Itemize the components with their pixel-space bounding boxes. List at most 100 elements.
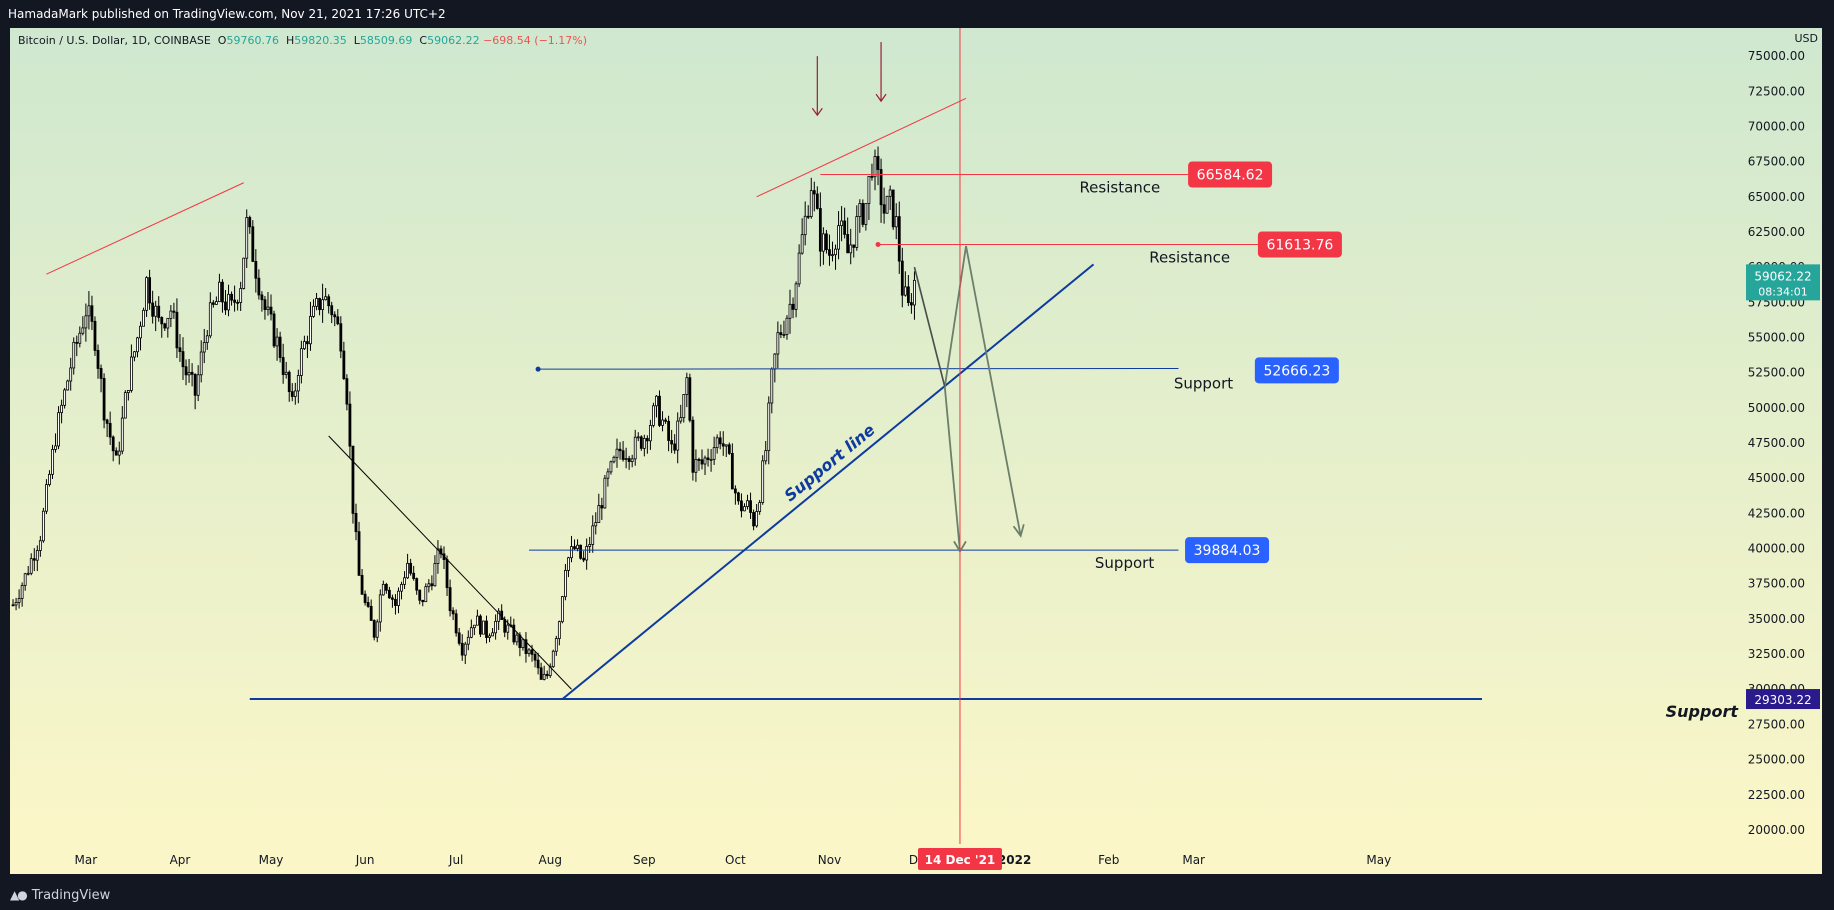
candle-body <box>597 505 601 523</box>
candle-body <box>457 632 461 644</box>
candle-body <box>840 220 844 227</box>
candle-body <box>93 320 97 351</box>
candle-body <box>230 293 233 301</box>
time-tick: Mar <box>75 853 98 867</box>
time-tick: Nov <box>818 853 841 867</box>
candle-body <box>208 302 212 337</box>
candle-body <box>758 502 762 512</box>
candle-body <box>521 639 525 649</box>
ohlc-open: O59760.76 <box>217 34 279 47</box>
candle-body <box>697 459 701 461</box>
candle-body <box>700 459 704 465</box>
candle-body <box>803 215 807 236</box>
annotation-label-2: Support <box>1174 374 1233 392</box>
candle-body <box>554 638 558 652</box>
candle-body <box>794 283 798 310</box>
candle-body <box>779 332 783 335</box>
candle-body <box>852 244 856 248</box>
candle-body <box>479 615 482 635</box>
candle-body <box>372 620 376 638</box>
projection-path-2 <box>943 386 961 552</box>
candle-body <box>691 419 695 473</box>
candle-body <box>342 350 346 380</box>
candle-body <box>560 596 564 623</box>
candle-body <box>324 296 328 301</box>
candle-body <box>825 233 828 251</box>
chart-pane[interactable]: Support line USD 75000.00 72500.00 70000.00 6… <box>10 28 1822 874</box>
candle-body <box>369 605 373 621</box>
candles <box>11 146 916 681</box>
candle-body <box>703 457 707 465</box>
time-tick: Aug <box>539 853 562 867</box>
price-tag-2 <box>1254 357 1339 384</box>
ohlc-high: H59820.35 <box>285 34 347 47</box>
candle-body <box>900 260 904 296</box>
candle-body <box>348 403 352 447</box>
candle-body <box>315 298 318 307</box>
candle-body <box>184 366 188 376</box>
candle-body <box>333 314 337 318</box>
candle-body <box>409 562 413 574</box>
candle-body <box>533 653 537 661</box>
candle-body <box>800 234 804 254</box>
horizontal-level-5 <box>538 367 1179 370</box>
candle-body <box>32 558 36 561</box>
candle-body <box>175 311 179 349</box>
candle-body <box>891 189 895 228</box>
currency-label: USD <box>1794 32 1818 45</box>
candle-body <box>236 301 240 304</box>
candle-body <box>142 309 145 327</box>
candle-body <box>897 216 901 262</box>
candle-body <box>606 471 610 479</box>
candle-body <box>214 301 218 305</box>
ohlc-change: −698.54 (−1.17%) <box>483 34 588 47</box>
candle-body <box>743 506 746 512</box>
candle-body <box>812 190 816 195</box>
candle-body <box>384 583 388 591</box>
candle-body <box>512 624 516 643</box>
candle-body <box>72 341 76 369</box>
trend-line-3 <box>561 263 1095 700</box>
candle-body <box>588 544 592 547</box>
candle-body <box>38 540 42 551</box>
candle-body <box>861 203 865 225</box>
candle-body <box>639 436 643 449</box>
candle-body <box>48 473 51 486</box>
candle-body <box>864 203 868 225</box>
candle-body <box>776 332 780 355</box>
candle-body <box>612 456 616 463</box>
candle-body <box>503 619 507 633</box>
candle-body <box>463 643 467 656</box>
candle-body <box>336 316 340 325</box>
price-chart[interactable]: Support lineUSD75000.0072500.0070000.006… <box>10 28 1822 874</box>
tradingview-logo-icon[interactable]: ▲● <box>10 888 28 902</box>
candle-body <box>906 286 910 303</box>
last-price-tag <box>1746 264 1820 301</box>
candle-body <box>633 436 637 460</box>
candle-body <box>151 302 155 317</box>
candle-body <box>618 448 622 452</box>
candle-body <box>655 395 658 407</box>
candle-body <box>755 511 759 527</box>
candle-body <box>724 444 728 447</box>
price-tick: 65000.00 <box>1748 190 1805 204</box>
price-tick: 40000.00 <box>1748 542 1805 556</box>
candle-body <box>454 613 458 634</box>
candle-body <box>269 306 273 315</box>
time-tick: 2022 <box>998 853 1031 867</box>
price-tick: 20000.00 <box>1748 823 1805 837</box>
candle-body <box>706 457 710 460</box>
candle-body <box>327 296 331 307</box>
candle-body <box>451 610 455 615</box>
candle-body <box>737 492 740 502</box>
trend-line-2 <box>328 435 572 690</box>
candle-body <box>406 562 409 579</box>
footer-brand[interactable]: TradingView <box>31 887 111 903</box>
candle-body <box>139 325 142 339</box>
candle-body <box>615 448 619 458</box>
candle-body <box>312 305 315 317</box>
price-tick: 47500.00 <box>1748 436 1805 450</box>
candle-body <box>785 317 789 335</box>
candle-body <box>445 559 449 589</box>
candle-body <box>245 217 249 259</box>
